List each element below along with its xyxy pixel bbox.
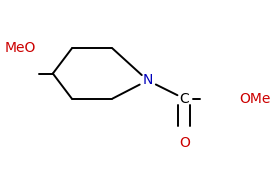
Text: N: N bbox=[143, 74, 153, 87]
Text: OMe: OMe bbox=[239, 92, 270, 106]
Text: O: O bbox=[179, 136, 190, 150]
Text: C: C bbox=[179, 92, 189, 106]
Text: MeO: MeO bbox=[5, 42, 36, 55]
